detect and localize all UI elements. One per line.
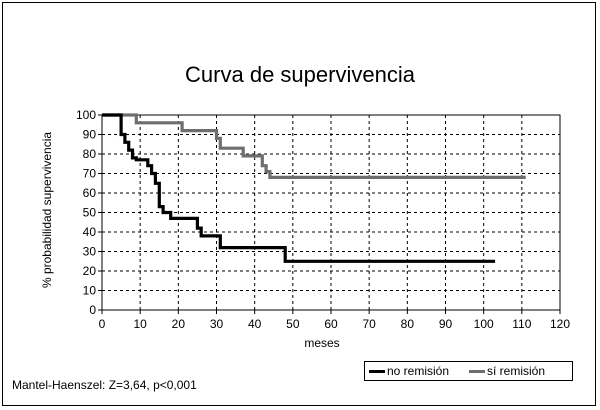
- series-line-si-remision: [102, 113, 526, 179]
- y-tick-label: 50: [83, 206, 97, 220]
- y-tick-label: 90: [83, 128, 97, 142]
- y-tick-label: 70: [83, 167, 97, 181]
- y-tick-label: 30: [83, 245, 97, 259]
- x-tick-label: 110: [512, 317, 531, 331]
- y-axis-label: % probabilidad supervivencia: [40, 131, 54, 289]
- chart-frame: [2, 2, 596, 406]
- x-tick-label: 100: [474, 317, 494, 331]
- x-tick-label: 80: [401, 317, 415, 331]
- chart-title: Curva de supervivencia: [185, 62, 415, 87]
- x-tick-label: 30: [210, 317, 224, 331]
- legend-label-si-remision: sí remisión: [487, 364, 546, 378]
- y-tick-label: 60: [83, 186, 97, 200]
- x-tick-label: 20: [172, 317, 186, 331]
- x-tick-label: 10: [133, 317, 147, 331]
- legend-swatch-si-remision: [469, 369, 485, 373]
- y-tick-label: 20: [83, 264, 97, 278]
- legend-item-si-remision: sí remisión: [469, 363, 545, 379]
- legend-item-no-remision: no remisión: [369, 363, 449, 379]
- x-axis-label: meses: [304, 336, 340, 350]
- y-tick-label: 0: [89, 303, 96, 317]
- y-tick-label: 40: [83, 225, 97, 239]
- x-tick-label: 0: [99, 317, 106, 331]
- x-tick-label: 40: [248, 317, 262, 331]
- y-tick-label: 100: [76, 108, 96, 122]
- series-line-no-remision: [102, 113, 496, 263]
- legend-label-no-remision: no remisión: [387, 364, 450, 378]
- x-tick-label: 70: [362, 317, 376, 331]
- x-tick-label: 120: [550, 317, 570, 331]
- legend: no remisión sí remisión: [364, 361, 573, 381]
- y-tick-label: 10: [83, 284, 97, 298]
- y-tick-label: 80: [83, 147, 97, 161]
- legend-swatch-no-remision: [369, 369, 385, 373]
- x-tick-label: 50: [286, 317, 300, 331]
- stats-annotation: Mantel-Haenszel: Z=3,64, p<0,001: [12, 378, 197, 392]
- x-tick-label: 90: [439, 317, 453, 331]
- x-tick-label: 60: [324, 317, 338, 331]
